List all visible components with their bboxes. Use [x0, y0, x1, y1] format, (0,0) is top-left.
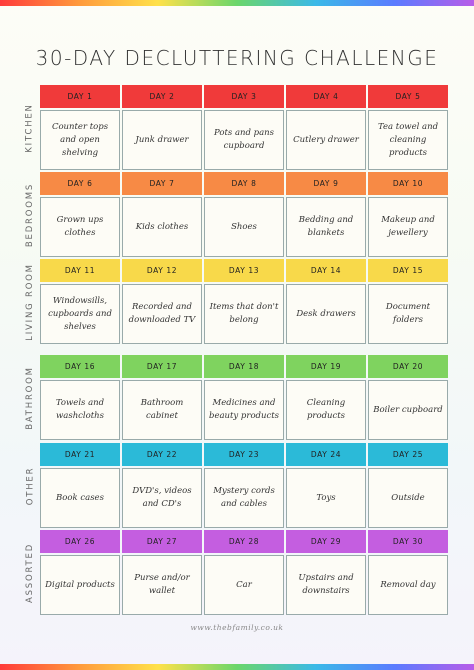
day-header: DAY 26: [40, 530, 120, 553]
section-label: BEDROOMS: [20, 172, 40, 257]
task-cell: DVD's, videos and CD's: [122, 468, 202, 528]
section-label-text: BEDROOMS: [25, 182, 36, 247]
section-bathroom: BATHROOM DAY 16 DAY 17 DAY 18 DAY 19 DAY 20 To…: [0, 355, 474, 440]
day-header: DAY 6: [40, 172, 120, 195]
task-row: Grown ups clothes Kids clothes Shoes Beddin…: [40, 197, 450, 257]
day-header: DAY 1: [40, 85, 120, 108]
task-row: Towels and washcloths Bathroom cabinet Med…: [40, 380, 450, 440]
day-header: DAY 11: [40, 259, 120, 282]
day-header: DAY 13: [204, 259, 284, 282]
task-cell: Bathroom cabinet: [122, 380, 202, 440]
day-header: DAY 14: [286, 259, 366, 282]
day-header: DAY 30: [368, 530, 448, 553]
section-label: ASSORTED: [20, 530, 40, 615]
section-label-text: OTHER: [25, 466, 35, 505]
day-header: DAY 22: [122, 443, 202, 466]
page-title: 30-DAY DECLUTTERING CHALLENGE: [35, 46, 439, 70]
day-header: DAY 8: [204, 172, 284, 195]
task-row: Book cases DVD's, videos and CD's Mystery …: [40, 468, 450, 528]
section-label: OTHER: [20, 443, 40, 528]
section-label: BATHROOM: [20, 355, 40, 440]
day-header: DAY 29: [286, 530, 366, 553]
day-header: DAY 18: [204, 355, 284, 378]
task-cell: Book cases: [40, 468, 120, 528]
section-living-room: LIVING ROOM DAY 11 DAY 12 DAY 13 DAY 14 DAY 1…: [0, 259, 474, 344]
day-header: DAY 27: [122, 530, 202, 553]
task-cell: Makeup and jewellery: [368, 197, 448, 257]
day-header: DAY 2: [122, 85, 202, 108]
section-bedrooms: BEDROOMS DAY 6 DAY 7 DAY 8 DAY 9 DAY 10 Grown …: [0, 172, 474, 257]
day-header-row: DAY 16 DAY 17 DAY 18 DAY 19 DAY 20: [40, 355, 450, 378]
task-cell: Mystery cords and cables: [204, 468, 284, 528]
day-header: DAY 5: [368, 85, 448, 108]
task-cell: Recorded and downloaded TV: [122, 284, 202, 344]
task-cell: Cleaning products: [286, 380, 366, 440]
task-cell: Items that don't belong: [204, 284, 284, 344]
task-cell: Kids clothes: [122, 197, 202, 257]
day-header-row: DAY 11 DAY 12 DAY 13 DAY 14 DAY 15: [40, 259, 450, 282]
day-header: DAY 21: [40, 443, 120, 466]
day-header: DAY 12: [122, 259, 202, 282]
task-cell: Toys: [286, 468, 366, 528]
section-label: LIVING ROOM: [20, 259, 40, 344]
day-header: DAY 16: [40, 355, 120, 378]
day-header-row: DAY 21 DAY 22 DAY 23 DAY 24 DAY 25: [40, 443, 450, 466]
section-label-text: BATHROOM: [25, 365, 35, 430]
task-cell: Towels and washcloths: [40, 380, 120, 440]
section-label: KITCHEN: [20, 85, 40, 170]
task-cell: Grown ups clothes: [40, 197, 120, 257]
day-header: DAY 19: [286, 355, 366, 378]
day-header-row: DAY 1 DAY 2 DAY 3 DAY 4 DAY 5: [40, 85, 450, 108]
day-header: DAY 25: [368, 443, 448, 466]
day-header: DAY 15: [368, 259, 448, 282]
task-row: Digital products Purse and/or wallet Car Up…: [40, 555, 450, 615]
task-cell: Desk drawers: [286, 284, 366, 344]
section-label-text: ASSORTED: [25, 542, 35, 603]
task-cell: Cutlery drawer: [286, 110, 366, 170]
task-cell: Shoes: [204, 197, 284, 257]
task-cell: Pots and pans cupboard: [204, 110, 284, 170]
day-header: DAY 3: [204, 85, 284, 108]
task-cell: Car: [204, 555, 284, 615]
task-cell: Windowsills, cupboards and shelves: [40, 284, 120, 344]
task-cell: Outside: [368, 468, 448, 528]
task-cell: Upstairs and downstairs: [286, 555, 366, 615]
task-cell: Document folders: [368, 284, 448, 344]
section-kitchen: KITCHEN DAY 1 DAY 2 DAY 3 DAY 4 DAY 5 Counter …: [0, 85, 474, 170]
day-header: DAY 4: [286, 85, 366, 108]
task-cell: Medicines and beauty products: [204, 380, 284, 440]
task-cell: Boiler cupboard: [368, 380, 448, 440]
rainbow-top-border: [0, 0, 474, 6]
task-cell: Junk drawer: [122, 110, 202, 170]
section-label-text: KITCHEN: [25, 102, 35, 153]
task-cell: Purse and/or wallet: [122, 555, 202, 615]
task-cell: Tea towel and cleaning products: [368, 110, 448, 170]
day-header: DAY 7: [122, 172, 202, 195]
day-header-row: DAY 26 DAY 27 DAY 28 DAY 29 DAY 30: [40, 530, 450, 553]
day-header: DAY 24: [286, 443, 366, 466]
day-header: DAY 10: [368, 172, 448, 195]
footer-website: www.thebfamily.co.uk: [190, 623, 284, 632]
task-cell: Removal day: [368, 555, 448, 615]
task-cell: Counter tops and open shelving: [40, 110, 120, 170]
day-header-row: DAY 6 DAY 7 DAY 8 DAY 9 DAY 10: [40, 172, 450, 195]
day-header: DAY 28: [204, 530, 284, 553]
rainbow-bottom-border: [0, 664, 474, 670]
task-cell: Digital products: [40, 555, 120, 615]
section-assorted: ASSORTED DAY 26 DAY 27 DAY 28 DAY 29 DAY 30 Di…: [0, 530, 474, 615]
task-cell: Bedding and blankets: [286, 197, 366, 257]
day-header: DAY 17: [122, 355, 202, 378]
task-row: Windowsills, cupboards and shelves Record…: [40, 284, 450, 344]
day-header: DAY 9: [286, 172, 366, 195]
day-header: DAY 23: [204, 443, 284, 466]
section-label-text: LIVING ROOM: [25, 262, 36, 341]
section-other: OTHER DAY 21 DAY 22 DAY 23 DAY 24 DAY 25 Book …: [0, 443, 474, 528]
task-row: Counter tops and open shelving Junk drawe…: [40, 110, 450, 170]
day-header: DAY 20: [368, 355, 448, 378]
